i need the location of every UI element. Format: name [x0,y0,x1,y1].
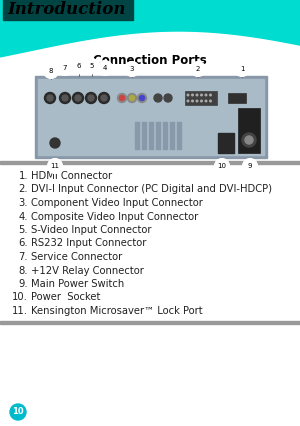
Text: 10.: 10. [12,293,28,302]
Circle shape [47,95,53,101]
Circle shape [88,95,94,101]
Bar [142,122,147,150]
Text: DVI-I Input Connector (PC Digital and DVI-HDCP): DVI-I Input Connector (PC Digital and DV… [31,184,272,195]
Circle shape [119,95,124,101]
Bar [177,122,182,150]
Text: Connection Ports: Connection Ports [93,55,207,67]
Circle shape [10,404,26,420]
Text: 5.: 5. [18,225,28,235]
Text: 2: 2 [196,66,200,72]
Circle shape [187,94,189,96]
Text: 4: 4 [103,65,107,71]
Circle shape [124,61,140,77]
Text: Power  Socket: Power Socket [31,293,100,302]
Text: 11: 11 [50,163,59,169]
Circle shape [118,93,127,103]
Circle shape [205,100,207,102]
Text: 6: 6 [77,63,81,69]
Circle shape [190,61,206,77]
Circle shape [59,92,70,104]
Text: +12V Relay Connector: +12V Relay Connector [31,265,144,276]
Text: S-Video Input Connector: S-Video Input Connector [31,225,152,235]
Circle shape [101,95,107,101]
Circle shape [205,94,207,96]
Bar [185,91,217,105]
Bar [218,133,234,153]
Text: Main Power Switch: Main Power Switch [31,279,124,289]
Circle shape [75,95,81,101]
Text: 3: 3 [130,66,134,72]
Bar [228,93,246,103]
Circle shape [164,94,172,102]
Circle shape [196,100,198,102]
Text: Component Video Input Connector: Component Video Input Connector [31,198,203,208]
Circle shape [98,92,110,104]
Bar [149,122,154,150]
Text: Service Connector: Service Connector [31,252,122,262]
Circle shape [85,92,97,104]
Text: 7: 7 [63,65,67,71]
Circle shape [58,60,73,75]
Text: 3.: 3. [19,198,28,208]
Circle shape [50,138,60,148]
Circle shape [62,95,68,101]
Text: HDMI Connector: HDMI Connector [31,171,112,181]
Bar [238,108,260,153]
Bar [170,122,175,150]
Text: RS232 Input Connector: RS232 Input Connector [31,239,146,248]
Circle shape [44,63,59,78]
Circle shape [137,93,146,103]
Bar [0,161,300,164]
Text: 5: 5 [90,63,94,69]
Circle shape [73,92,83,104]
Circle shape [242,158,257,173]
Circle shape [44,92,56,104]
Text: Introduction: Introduction [7,0,125,17]
Circle shape [196,94,198,96]
Text: 1: 1 [240,66,244,72]
Circle shape [47,158,62,173]
Text: 2.: 2. [18,184,28,195]
Text: 10: 10 [218,163,226,169]
Bar [163,122,168,150]
Circle shape [128,93,136,103]
Text: 9.: 9. [18,279,28,289]
Circle shape [98,60,112,75]
Circle shape [201,94,202,96]
Circle shape [154,94,162,102]
Circle shape [192,94,193,96]
Circle shape [192,100,193,102]
Text: 9: 9 [248,163,252,169]
Bar [3,0,133,20]
Circle shape [214,158,230,173]
Circle shape [201,100,202,102]
Text: 6.: 6. [18,239,28,248]
Bar [0,320,300,323]
Bar [135,122,140,150]
Text: Composite Video Input Connector: Composite Video Input Connector [31,211,198,222]
Circle shape [210,100,211,102]
Text: 4.: 4. [19,211,28,222]
Circle shape [130,95,134,101]
Text: 1.: 1. [18,171,28,181]
Bar [35,76,267,158]
Circle shape [85,58,100,74]
Text: 8: 8 [49,68,53,74]
Circle shape [71,58,86,74]
Circle shape [245,136,253,144]
Circle shape [140,95,145,101]
Text: 7.: 7. [18,252,28,262]
Polygon shape [0,0,300,57]
Text: 10: 10 [12,408,24,417]
Text: 11.: 11. [12,306,28,316]
Circle shape [235,61,250,77]
Text: Kensington Microsaver™ Lock Port: Kensington Microsaver™ Lock Port [31,306,203,316]
Circle shape [210,94,211,96]
Circle shape [242,133,256,147]
Text: 8.: 8. [19,265,28,276]
Bar [156,122,161,150]
Bar [38,79,264,155]
Circle shape [187,100,189,102]
